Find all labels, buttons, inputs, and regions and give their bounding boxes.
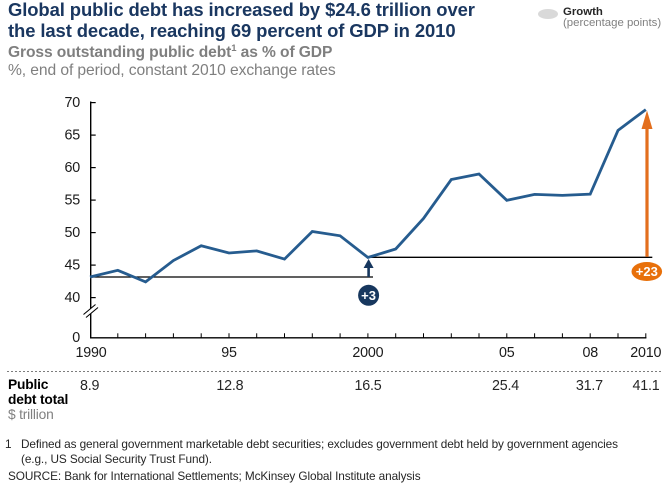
- svg-text:2010: 2010: [630, 345, 661, 361]
- svg-text:05: 05: [499, 345, 515, 361]
- svg-text:08: 08: [582, 345, 598, 361]
- svg-text:45: 45: [64, 258, 80, 274]
- svg-text:70: 70: [64, 95, 80, 111]
- svg-text:50: 50: [64, 225, 80, 241]
- svg-text:55: 55: [64, 193, 80, 209]
- svg-text:95: 95: [221, 345, 237, 361]
- svg-text:+3: +3: [361, 288, 376, 303]
- svg-text:+23: +23: [636, 264, 658, 279]
- svg-text:0: 0: [72, 330, 80, 346]
- svg-text:2000: 2000: [352, 345, 383, 361]
- svg-text:65: 65: [64, 128, 80, 144]
- svg-text:40: 40: [64, 290, 80, 306]
- svg-text:1990: 1990: [75, 345, 106, 361]
- svg-text:60: 60: [64, 160, 80, 176]
